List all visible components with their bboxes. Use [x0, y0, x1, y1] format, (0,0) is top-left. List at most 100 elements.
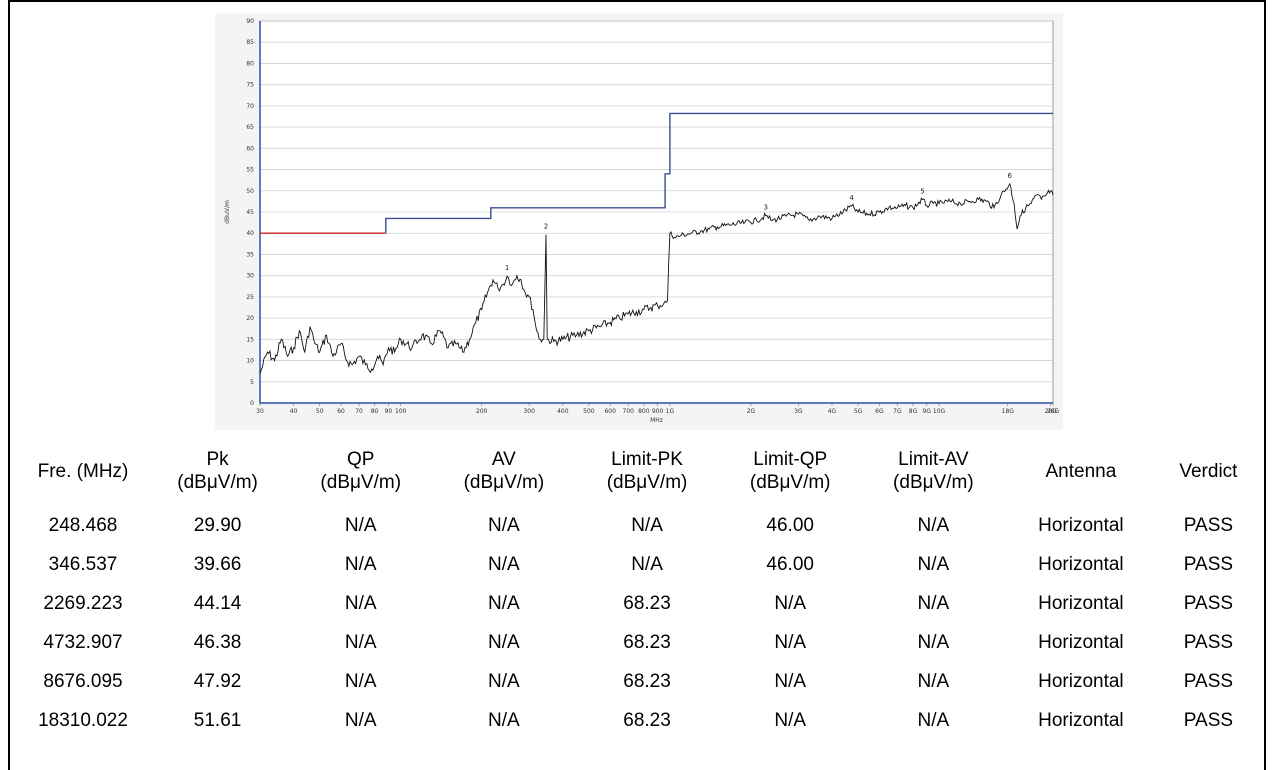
peak-marker-1: 1 [505, 264, 509, 272]
peak-marker-2: 2 [544, 223, 548, 231]
table-cell: N/A [488, 631, 520, 653]
column-header: Verdict [1157, 436, 1260, 506]
peak-marker-4: 4 [849, 194, 854, 202]
peak-marker-3: 3 [763, 204, 767, 212]
x-tick-label: 5G [854, 408, 863, 415]
table-cell: 44.14 [193, 592, 242, 614]
x-tick-label: 6G [875, 408, 884, 415]
x-tick-label: 200 [476, 408, 488, 415]
table-cell: PASS [1183, 709, 1234, 731]
x-tick-label: 3G [794, 408, 803, 415]
x-tick-label: 400 [557, 408, 569, 415]
x-tick-label: 80 [371, 408, 379, 415]
y-tick-label: 60 [246, 145, 254, 152]
peak-marker-5: 5 [920, 188, 924, 196]
y-tick-label: 45 [246, 209, 254, 216]
table-body: 248.468 29.90 N/A N/A N/A 46.00 N/A Horizontal P… [20, 506, 1260, 740]
y-tick-label: 5 [250, 379, 254, 386]
y-axis-label: dBuV/m [224, 200, 231, 224]
y-tick-label: 90 [246, 18, 254, 25]
table-cell: 68.23 [623, 709, 671, 731]
table-row: 248.468 29.90 N/A N/A N/A 46.00 N/A Horizontal P… [20, 506, 1260, 545]
y-tick-label: 10 [246, 358, 254, 365]
x-tick-label: 40 [290, 408, 298, 415]
column-header-line: Verdict [1179, 460, 1238, 482]
x-tick-label: 1G [666, 408, 675, 415]
table-cell: N/A [488, 592, 520, 614]
column-header-line: Antenna [1045, 460, 1117, 482]
y-tick-label: 75 [246, 82, 254, 89]
table-cell: 51.61 [193, 709, 242, 731]
table-cell: N/A [344, 592, 377, 614]
column-header: Limit-AV (dBμV/m) [862, 436, 1005, 506]
column-header: QP (dBμV/m) [289, 436, 432, 506]
x-tick-label: 30 [256, 408, 264, 415]
table-cell: 4732.907 [43, 631, 123, 653]
table-cell: PASS [1183, 514, 1234, 536]
y-tick-label: 0 [250, 400, 254, 407]
x-tick-label: 8G [909, 408, 918, 415]
table-cell: 2269.223 [43, 592, 123, 614]
column-header-line: (dBμV/m) [606, 472, 688, 493]
table-cell: N/A [344, 631, 377, 653]
measured-trace-1 [259, 182, 1054, 374]
table-cell: N/A [774, 670, 807, 692]
column-header-line: Limit-AV [898, 449, 969, 470]
y-tick-label: 20 [246, 315, 254, 322]
table-cell: N/A [344, 709, 377, 731]
y-tick-label: 50 [246, 188, 254, 195]
table-cell: 68.23 [623, 592, 671, 614]
column-header-line: QP [347, 449, 375, 470]
table-row: 18310.022 51.61 N/A N/A 68.23 N/A N/A Horizonta… [20, 701, 1260, 740]
table-cell: PASS [1183, 670, 1234, 692]
limit-line-2 [385, 112, 1053, 234]
table-cell: 68.23 [623, 670, 671, 692]
table-cell: Horizontal [1038, 709, 1124, 731]
table-row: 4732.907 46.38 N/A N/A 68.23 N/A N/A Horizontal… [20, 623, 1260, 662]
table-cell: Horizontal [1038, 670, 1124, 692]
y-tick-label: 30 [246, 273, 254, 280]
peak-marker-6: 6 [1008, 172, 1013, 180]
x-tick-label: 7G [893, 408, 902, 415]
x-tick-label: 9G [923, 408, 932, 415]
emission-chart: 0 5 10 15 20 25 30 35 40 45 50 55 60 65 70 75 80 85 90 30 40… [215, 13, 1063, 430]
x-tick-label: 60 [337, 408, 345, 415]
table-cell: 68.23 [623, 631, 671, 653]
x-tick-label: 26G [1047, 408, 1060, 415]
table-cell: N/A [488, 709, 520, 731]
table-cell: PASS [1183, 631, 1234, 653]
table-cell: Horizontal [1038, 631, 1124, 653]
table-cell: N/A [631, 553, 663, 575]
table-cell: 29.90 [193, 514, 242, 536]
x-tick-label: 2G [747, 408, 756, 415]
y-tick-label: 35 [246, 251, 254, 258]
column-header: Fre. (MHz) [20, 436, 146, 506]
x-tick-label: 500 [583, 408, 595, 415]
table-cell: 18310.022 [38, 709, 128, 731]
column-header-line: Fre. (MHz) [37, 460, 129, 482]
column-header-line: (dBμV/m) [320, 472, 402, 493]
y-tick-label: 65 [246, 124, 254, 131]
table-cell: N/A [631, 514, 663, 536]
x-tick-label: 90 [385, 408, 393, 415]
table-cell: N/A [488, 514, 520, 536]
table-cell: N/A [344, 553, 377, 575]
table-cell: N/A [917, 592, 950, 614]
x-tick-label: 70 [355, 408, 363, 415]
column-header: Antenna [1005, 436, 1157, 506]
x-tick-label: 100 [395, 408, 407, 415]
table-row: 346.537 39.66 N/A N/A N/A 46.00 N/A Horizontal P… [20, 545, 1260, 584]
table-cell: 46.00 [766, 553, 814, 575]
y-tick-label: 85 [246, 39, 254, 46]
table-cell: N/A [917, 670, 950, 692]
table-cell: N/A [774, 709, 807, 731]
table-cell: N/A [488, 670, 520, 692]
y-tick-label: 25 [246, 294, 254, 301]
table-cell: Horizontal [1038, 553, 1124, 575]
x-tick-label: 4G [828, 408, 837, 415]
table-cell: N/A [344, 670, 377, 692]
y-tick-label: 15 [246, 336, 254, 343]
column-header-line: (dBμV/m) [893, 472, 974, 493]
table-cell: Horizontal [1038, 514, 1124, 536]
